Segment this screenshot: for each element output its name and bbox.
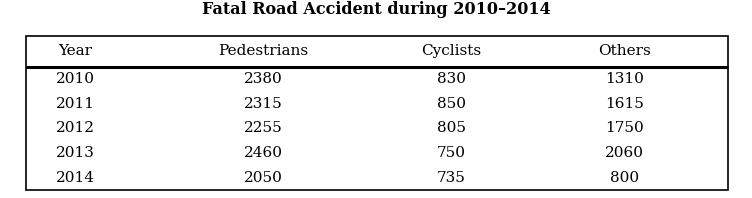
Text: 2014: 2014 — [56, 171, 95, 185]
Text: Cyclists: Cyclists — [421, 44, 481, 58]
Bar — [26, 36, 728, 190]
Text: Pedestrians: Pedestrians — [218, 44, 308, 58]
Text: 2460: 2460 — [244, 146, 283, 160]
Text: 2013: 2013 — [56, 146, 95, 160]
Text: Fatal Road Accident during 2010–2014: Fatal Road Accident during 2010–2014 — [202, 1, 550, 18]
Text: 2011: 2011 — [56, 97, 95, 111]
Text: 800: 800 — [610, 171, 638, 185]
Text: 1750: 1750 — [605, 121, 644, 135]
Text: Year: Year — [58, 44, 92, 58]
Text: 2050: 2050 — [244, 171, 283, 185]
Text: 830: 830 — [437, 72, 465, 86]
Text: 2012: 2012 — [56, 121, 95, 135]
Text: 2060: 2060 — [605, 146, 644, 160]
Text: 2315: 2315 — [244, 97, 283, 111]
Text: 2010: 2010 — [56, 72, 95, 86]
Text: 735: 735 — [437, 171, 465, 185]
Text: 2255: 2255 — [244, 121, 283, 135]
Text: 1310: 1310 — [605, 72, 644, 86]
Text: Others: Others — [598, 44, 650, 58]
Text: 850: 850 — [437, 97, 465, 111]
Text: 1615: 1615 — [605, 97, 644, 111]
Text: 750: 750 — [437, 146, 465, 160]
Text: 2380: 2380 — [244, 72, 283, 86]
Text: 805: 805 — [437, 121, 465, 135]
